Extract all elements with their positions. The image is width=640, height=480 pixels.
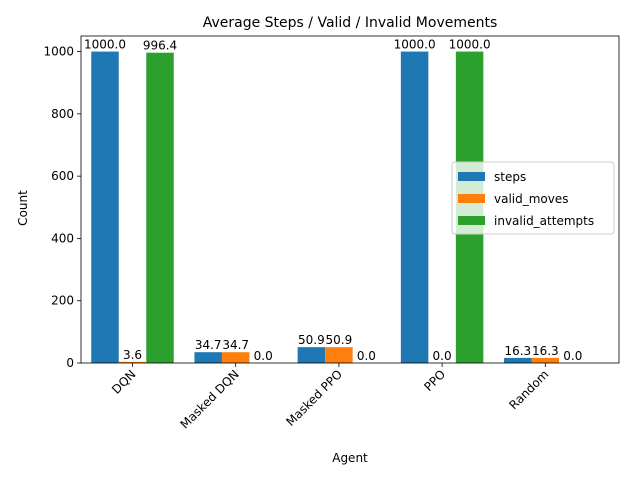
data-label: 1000.0 bbox=[394, 38, 436, 52]
bar-steps-0 bbox=[91, 51, 119, 363]
y-tick-label: 600 bbox=[51, 169, 74, 183]
bar-valid_moves-2 bbox=[325, 347, 353, 363]
axes-frame bbox=[80, 35, 620, 364]
legend-label: invalid_attempts bbox=[494, 214, 594, 228]
data-label: 1000.0 bbox=[449, 38, 491, 52]
bar-invalid_attempts-0 bbox=[146, 52, 174, 363]
legend-box bbox=[451, 161, 615, 235]
data-label: 34.7 bbox=[222, 338, 249, 352]
legend-label: steps bbox=[494, 170, 526, 184]
data-label: 50.9 bbox=[298, 333, 325, 347]
legend-swatch bbox=[458, 172, 485, 181]
data-label: 0.0 bbox=[254, 349, 273, 363]
x-tick-label: DQN bbox=[109, 367, 138, 396]
x-tick-label: PPO bbox=[421, 367, 448, 394]
data-label: 50.9 bbox=[326, 333, 353, 347]
y-tick-label: 200 bbox=[51, 294, 74, 308]
legend-swatch bbox=[458, 216, 485, 225]
y-tick-label: 800 bbox=[51, 107, 74, 121]
bar-steps-3 bbox=[400, 51, 429, 363]
bar-steps-2 bbox=[297, 347, 326, 363]
y-axis-label: Count bbox=[16, 190, 30, 226]
data-label: 16.3 bbox=[504, 344, 531, 358]
x-tick-label: Random bbox=[506, 367, 551, 412]
data-label: 0.0 bbox=[357, 349, 376, 363]
data-label: 0.0 bbox=[563, 349, 582, 363]
legend: steps valid_moves invalid_attempts bbox=[451, 161, 615, 235]
bar-valid_moves-4 bbox=[531, 357, 560, 363]
legend-swatch bbox=[458, 194, 485, 203]
data-label: 996.4 bbox=[143, 39, 177, 53]
chart-title: Average Steps / Valid / Invalid Movement… bbox=[203, 15, 498, 31]
data-label: 3.6 bbox=[123, 348, 142, 362]
data-label: 34.7 bbox=[195, 338, 222, 352]
y-tick-label: 0 bbox=[66, 356, 74, 370]
bar-steps-1 bbox=[194, 352, 222, 363]
y-tick-label: 1000 bbox=[43, 45, 74, 59]
bar-valid_moves-0 bbox=[118, 361, 147, 363]
data-label: 0.0 bbox=[433, 349, 452, 363]
data-label: 16.3 bbox=[532, 344, 559, 358]
plot-area: 1000.0 34.7 50.9 1000.0 16.3 3.6 34.7 50.9 0.0 16… bbox=[43, 35, 620, 432]
x-axis-label: Agent bbox=[332, 451, 368, 465]
x-tick-label: Masked PPO bbox=[283, 367, 345, 429]
bar-steps-4 bbox=[504, 357, 532, 363]
legend-label: valid_moves bbox=[494, 192, 569, 206]
bar-valid_moves-1 bbox=[221, 352, 250, 363]
data-label: 1000.0 bbox=[84, 38, 126, 52]
y-tick-label: 400 bbox=[51, 231, 74, 245]
x-tick-label: Masked DQN bbox=[177, 367, 241, 431]
